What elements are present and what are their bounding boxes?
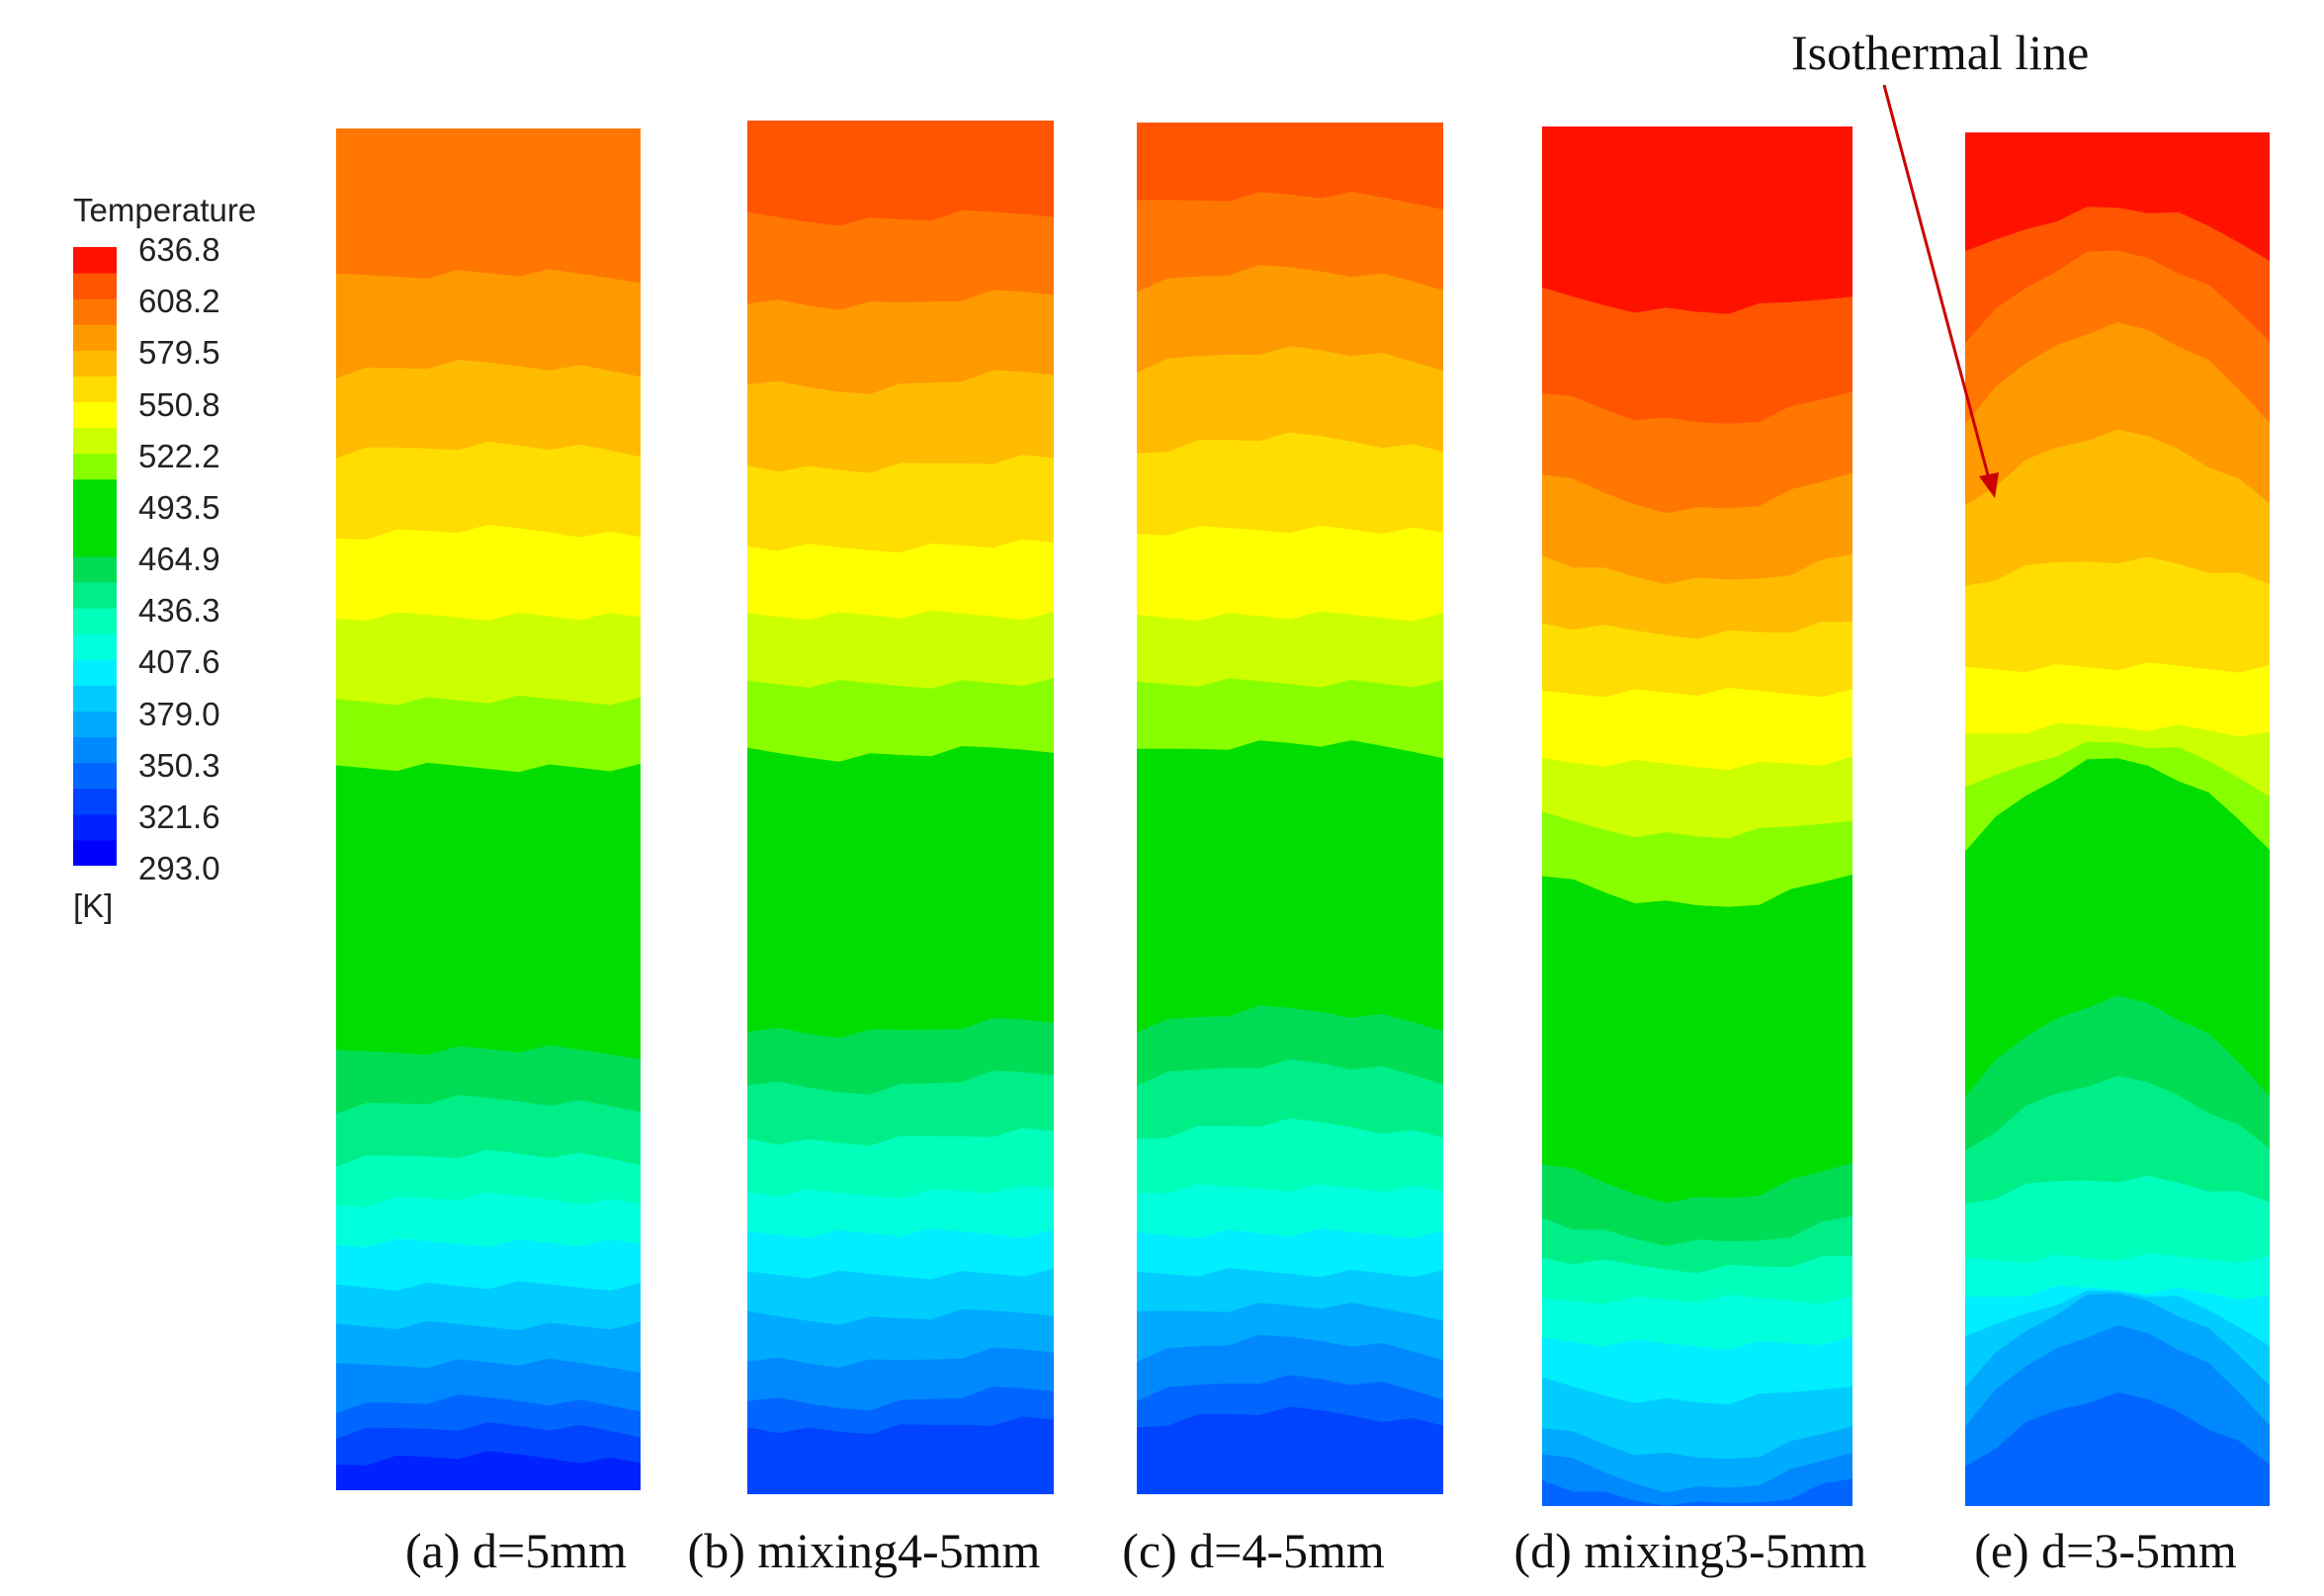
colorbar: [73, 247, 117, 866]
colorbar-swatch: [73, 350, 117, 377]
contour-band: [747, 121, 1054, 226]
panel-caption: (e) d=3-5mm: [1974, 1523, 2237, 1578]
colorbar-tick-label: 608.2: [138, 283, 220, 320]
colorbar-swatch: [73, 427, 117, 455]
colorbar-tick-label: 321.6: [138, 798, 220, 835]
colorbar-swatch: [73, 478, 117, 506]
colorbar-swatch: [73, 659, 117, 686]
colorbar-swatch: [73, 633, 117, 660]
colorbar-swatch: [73, 324, 117, 351]
colorbar-swatch: [73, 504, 117, 532]
panel-caption: (d) mixing3-5mm: [1513, 1523, 1867, 1578]
colorbar-unit: [K]: [73, 887, 114, 924]
colorbar-swatch: [73, 298, 117, 325]
colorbar-tick-label: 436.3: [138, 592, 220, 630]
colorbar-swatch: [73, 685, 117, 712]
colorbar-tick-label: 522.2: [138, 437, 220, 474]
contour-panel: [336, 128, 641, 1490]
colorbar-swatch: [73, 273, 117, 299]
panel-caption: (b) mixing4-5mm: [687, 1523, 1041, 1578]
colorbar-swatch: [73, 736, 117, 764]
colorbar-swatch: [73, 453, 117, 480]
colorbar-swatch: [73, 582, 117, 609]
colorbar-tick-label: 493.5: [138, 488, 220, 526]
colorbar-swatch: [73, 762, 117, 790]
colorbar-tick-label: 464.9: [138, 541, 220, 577]
isothermal-line-label: Isothermal line: [1791, 25, 2090, 80]
colorbar-swatch: [73, 711, 117, 738]
panel-caption: (a) d=5mm: [405, 1523, 627, 1578]
colorbar-swatch: [73, 813, 117, 841]
contour-panel: [1137, 123, 1443, 1494]
contour-panel: [747, 121, 1054, 1494]
contour-band: [1137, 123, 1443, 210]
colorbar-swatch: [73, 401, 117, 429]
colorbar-swatch: [73, 530, 117, 557]
colorbar-tick-label: 379.0: [138, 695, 220, 732]
isothermal-arrow-head: [1979, 472, 1999, 498]
contour-band: [336, 128, 641, 284]
colorbar-swatch: [73, 376, 117, 402]
contour-band: [1542, 126, 1852, 314]
colorbar-tick-label: 550.8: [138, 385, 220, 423]
colorbar-tick-label: 407.6: [138, 643, 220, 681]
colorbar-swatch: [73, 839, 117, 866]
colorbar-swatch: [73, 788, 117, 815]
contour-panel: [1542, 126, 1852, 1506]
contour-panel: [1965, 132, 2270, 1506]
contour-band: [1965, 132, 2270, 261]
colorbar-tick-label: 350.3: [138, 746, 220, 784]
colorbar-title: Temperature: [73, 192, 257, 228]
isothermal-arrow-shaft: [1882, 84, 1993, 487]
panel-caption: (c) d=4-5mm: [1122, 1523, 1385, 1578]
colorbar-swatch: [73, 608, 117, 634]
colorbar-swatch: [73, 556, 117, 583]
colorbar-tick-label: 579.5: [138, 334, 220, 372]
colorbar-tick-label: 293.0: [138, 850, 220, 886]
colorbar-tick-label: 636.8: [138, 231, 220, 268]
colorbar-swatch: [73, 247, 117, 274]
